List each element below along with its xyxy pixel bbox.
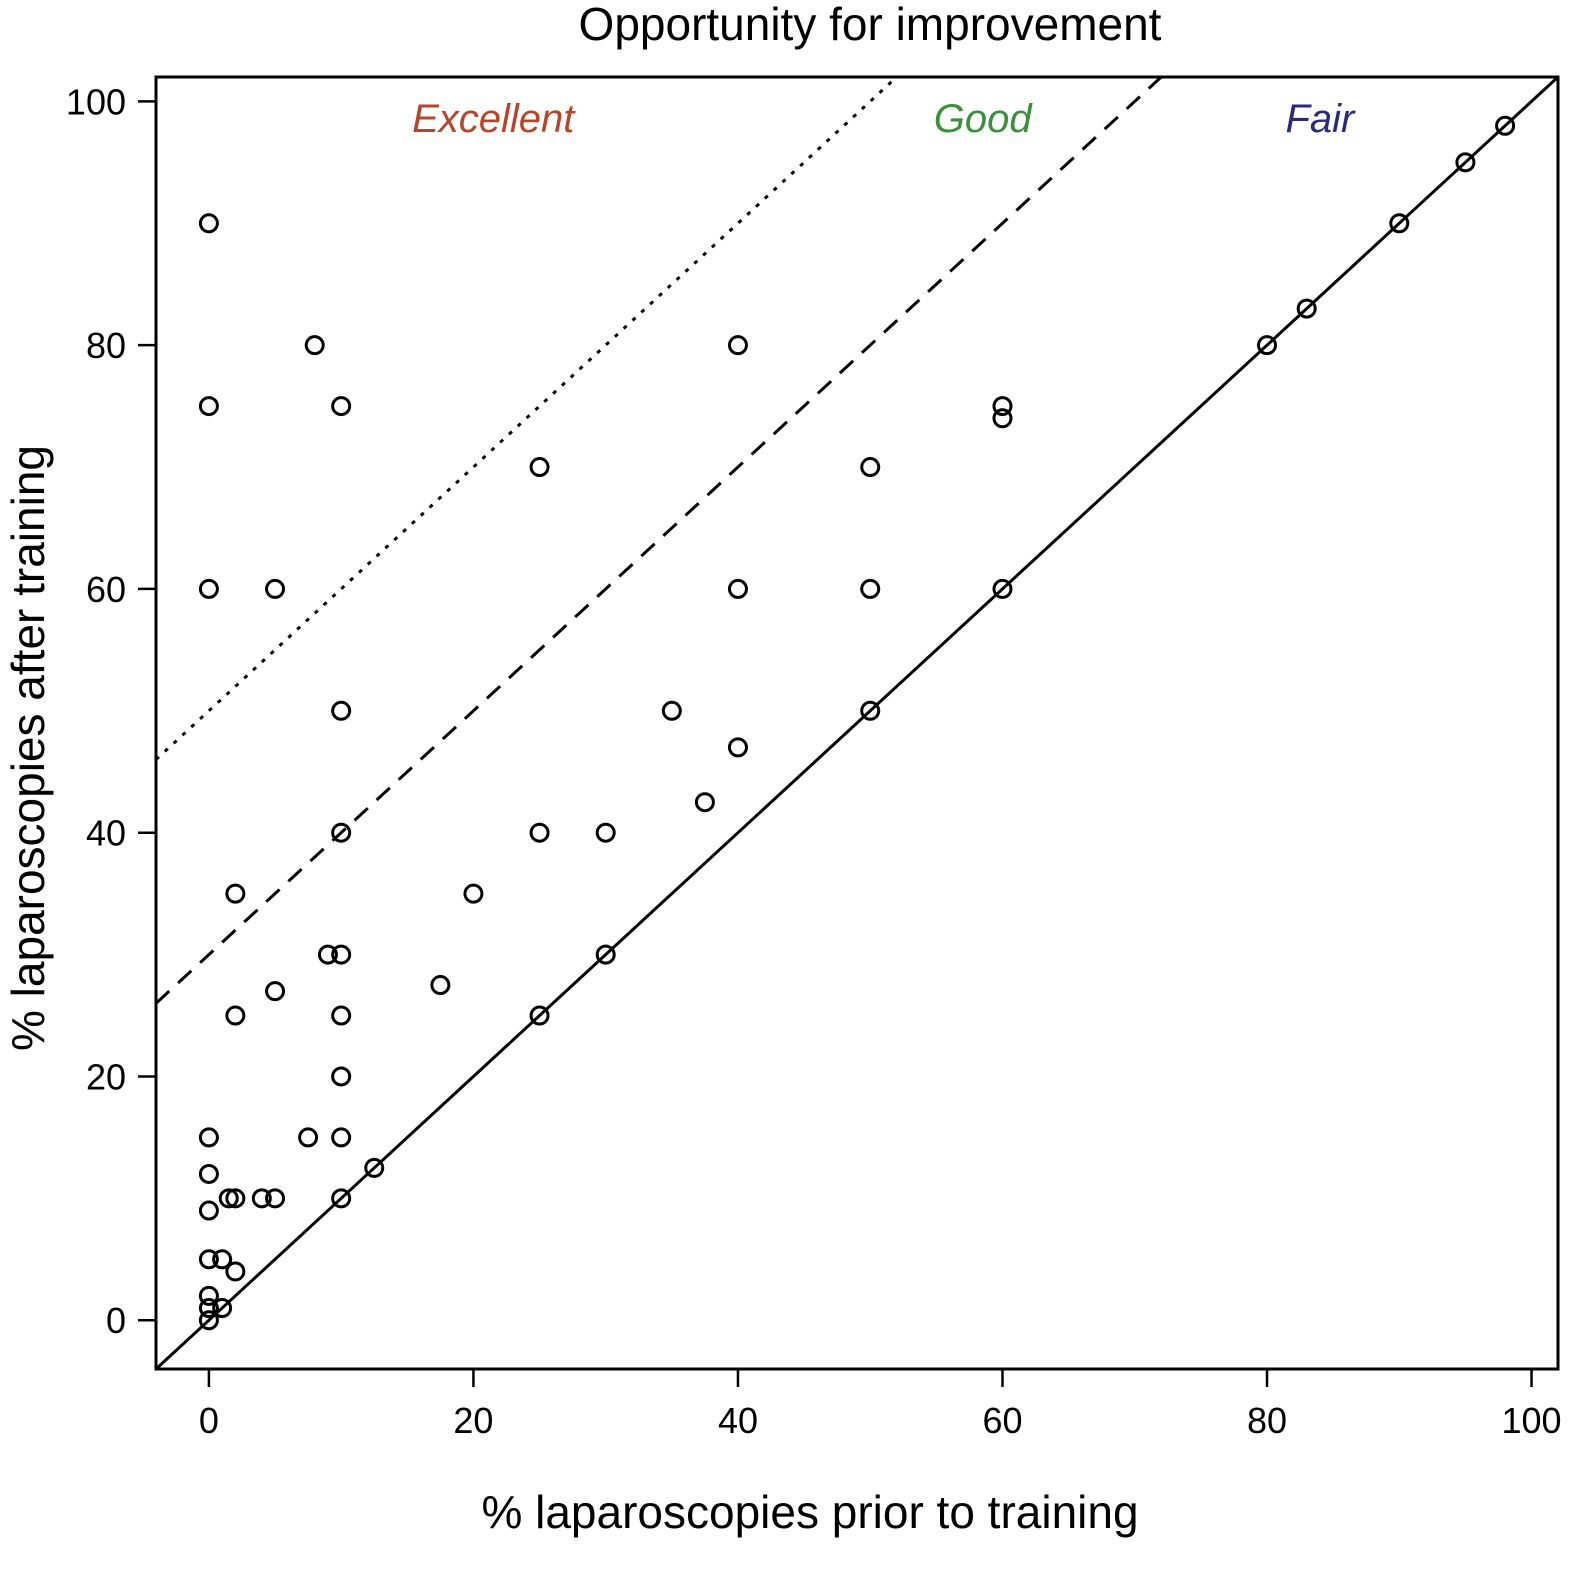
y-tick-label: 40 bbox=[86, 813, 126, 854]
data-point bbox=[529, 822, 550, 843]
y-tick-label: 0 bbox=[106, 1300, 126, 1341]
data-point bbox=[727, 335, 748, 356]
data-point bbox=[331, 822, 352, 843]
data-points bbox=[198, 115, 1516, 1331]
data-point bbox=[198, 1310, 219, 1331]
data-point bbox=[529, 457, 550, 478]
data-point bbox=[1296, 298, 1317, 319]
data-point bbox=[331, 1066, 352, 1087]
reference-line-dashed bbox=[154, 75, 1163, 1005]
data-point bbox=[860, 700, 881, 721]
x-tick-label: 20 bbox=[453, 1400, 493, 1441]
data-point bbox=[331, 944, 352, 965]
data-point bbox=[727, 578, 748, 599]
data-point bbox=[251, 1188, 272, 1209]
x-tick-label: 0 bbox=[199, 1400, 219, 1441]
data-point bbox=[265, 981, 286, 1002]
region-labels: Excellent Good Fair bbox=[412, 97, 1356, 141]
data-point bbox=[265, 578, 286, 599]
y-tick-label: 20 bbox=[86, 1056, 126, 1097]
data-point bbox=[225, 1188, 246, 1209]
y-axis: 0 20 40 60 80 100 bbox=[66, 81, 156, 1341]
data-point bbox=[265, 1188, 286, 1209]
x-tick-label: 60 bbox=[982, 1400, 1022, 1441]
x-axis-label: % laparoscopies prior to training bbox=[481, 1486, 1138, 1538]
data-point bbox=[198, 1200, 219, 1221]
y-tick-label: 100 bbox=[66, 81, 126, 122]
region-label-excellent: Excellent bbox=[412, 97, 576, 141]
data-point bbox=[1495, 115, 1516, 136]
data-point bbox=[298, 1127, 319, 1148]
data-point bbox=[225, 1005, 246, 1026]
data-point bbox=[198, 578, 219, 599]
data-point bbox=[198, 1298, 219, 1319]
data-point bbox=[198, 213, 219, 234]
x-tick-label: 40 bbox=[718, 1400, 758, 1441]
reference-line-solid bbox=[154, 75, 1560, 1371]
data-point bbox=[661, 700, 682, 721]
y-axis-label: % laparoscopies after training bbox=[2, 445, 54, 1051]
data-point bbox=[364, 1157, 385, 1178]
data-point bbox=[1389, 213, 1410, 234]
data-point bbox=[1455, 152, 1476, 173]
reference-lines bbox=[154, 75, 1560, 1371]
data-point bbox=[212, 1249, 233, 1270]
data-point bbox=[463, 883, 484, 904]
plot-frame bbox=[154, 75, 1560, 1371]
y-tick-label: 60 bbox=[86, 569, 126, 610]
region-label-fair: Fair bbox=[1285, 97, 1356, 141]
data-point bbox=[529, 1005, 550, 1026]
data-point bbox=[304, 335, 325, 356]
data-point bbox=[225, 883, 246, 904]
data-point bbox=[1257, 335, 1278, 356]
data-point bbox=[331, 700, 352, 721]
region-label-good: Good bbox=[934, 97, 1034, 141]
data-point bbox=[198, 1163, 219, 1184]
reference-line-dotted bbox=[154, 75, 898, 761]
data-point bbox=[992, 578, 1013, 599]
data-point bbox=[331, 396, 352, 417]
data-point bbox=[218, 1188, 239, 1209]
data-point bbox=[860, 578, 881, 599]
x-tick-label: 80 bbox=[1247, 1400, 1287, 1441]
data-point bbox=[727, 737, 748, 758]
data-point bbox=[198, 1249, 219, 1270]
data-point bbox=[198, 1127, 219, 1148]
data-point bbox=[317, 944, 338, 965]
data-point bbox=[992, 396, 1013, 417]
data-point bbox=[694, 792, 715, 813]
x-axis: 0 20 40 60 80 100 bbox=[199, 1369, 1562, 1441]
data-point bbox=[331, 1188, 352, 1209]
data-point bbox=[331, 1127, 352, 1148]
data-point bbox=[595, 944, 616, 965]
data-point bbox=[212, 1298, 233, 1319]
data-point bbox=[225, 1261, 246, 1282]
data-point bbox=[860, 457, 881, 478]
data-point bbox=[198, 1285, 219, 1306]
data-point bbox=[430, 975, 451, 996]
x-tick-label: 100 bbox=[1502, 1400, 1562, 1441]
chart-title: Opportunity for improvement bbox=[579, 0, 1162, 50]
y-tick-label: 80 bbox=[86, 325, 126, 366]
data-point bbox=[198, 396, 219, 417]
data-point bbox=[331, 1005, 352, 1026]
data-point bbox=[595, 822, 616, 843]
data-point bbox=[992, 408, 1013, 429]
